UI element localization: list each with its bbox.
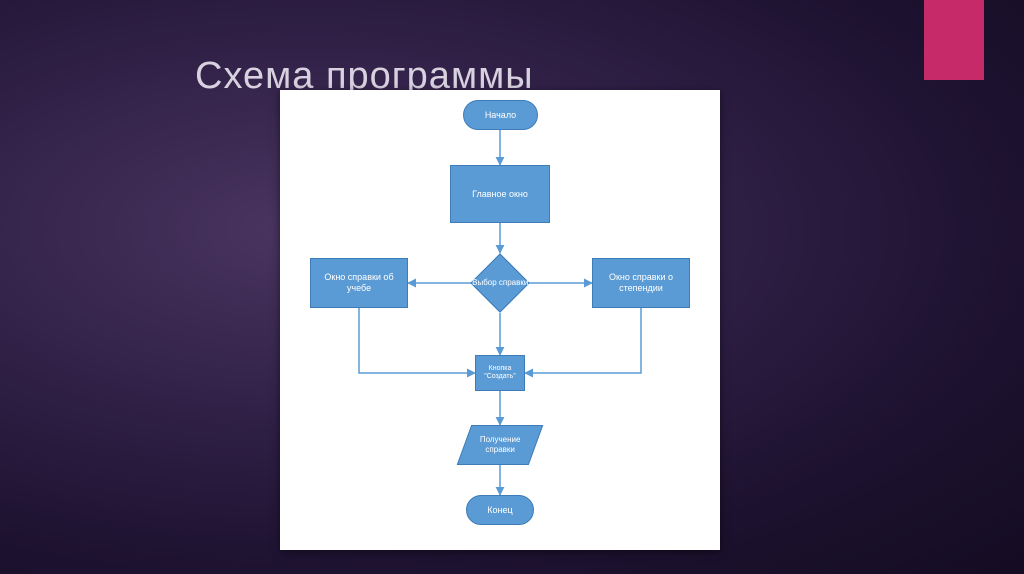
node-end-label: Конец — [483, 505, 516, 516]
node-button-label: Кнопка "Создать" — [476, 365, 524, 382]
node-left-label: Окно справки об учебе — [311, 272, 407, 294]
accent-block — [924, 0, 984, 80]
node-button: Кнопка "Создать" — [475, 355, 525, 391]
node-decision-label: Выбор справки — [472, 278, 528, 288]
edge-right-button — [525, 308, 641, 373]
node-output: Получение справки — [457, 425, 544, 465]
edge-left-button — [359, 308, 475, 373]
node-start-label: Начало — [481, 110, 520, 121]
slide-background: Схема программы НачалоГлавное окноВыбор … — [0, 0, 1024, 574]
node-main: Главное окно — [450, 165, 550, 223]
flowchart-panel: Начало Главное окно Выбор справки Окно спра… — [280, 90, 720, 550]
node-end: Конец — [466, 495, 534, 525]
node-left: Окно справки об учебе — [310, 258, 408, 308]
flowchart-connectors — [280, 90, 720, 550]
node-output-label: Получение справки — [465, 435, 535, 454]
node-main-label: Главное окно — [468, 189, 532, 200]
node-start: Начало — [463, 100, 538, 130]
node-decision: Выбор справки — [470, 253, 529, 312]
node-right-label: Окно справки о степендии — [593, 272, 689, 294]
node-right: Окно справки о степендии — [592, 258, 690, 308]
